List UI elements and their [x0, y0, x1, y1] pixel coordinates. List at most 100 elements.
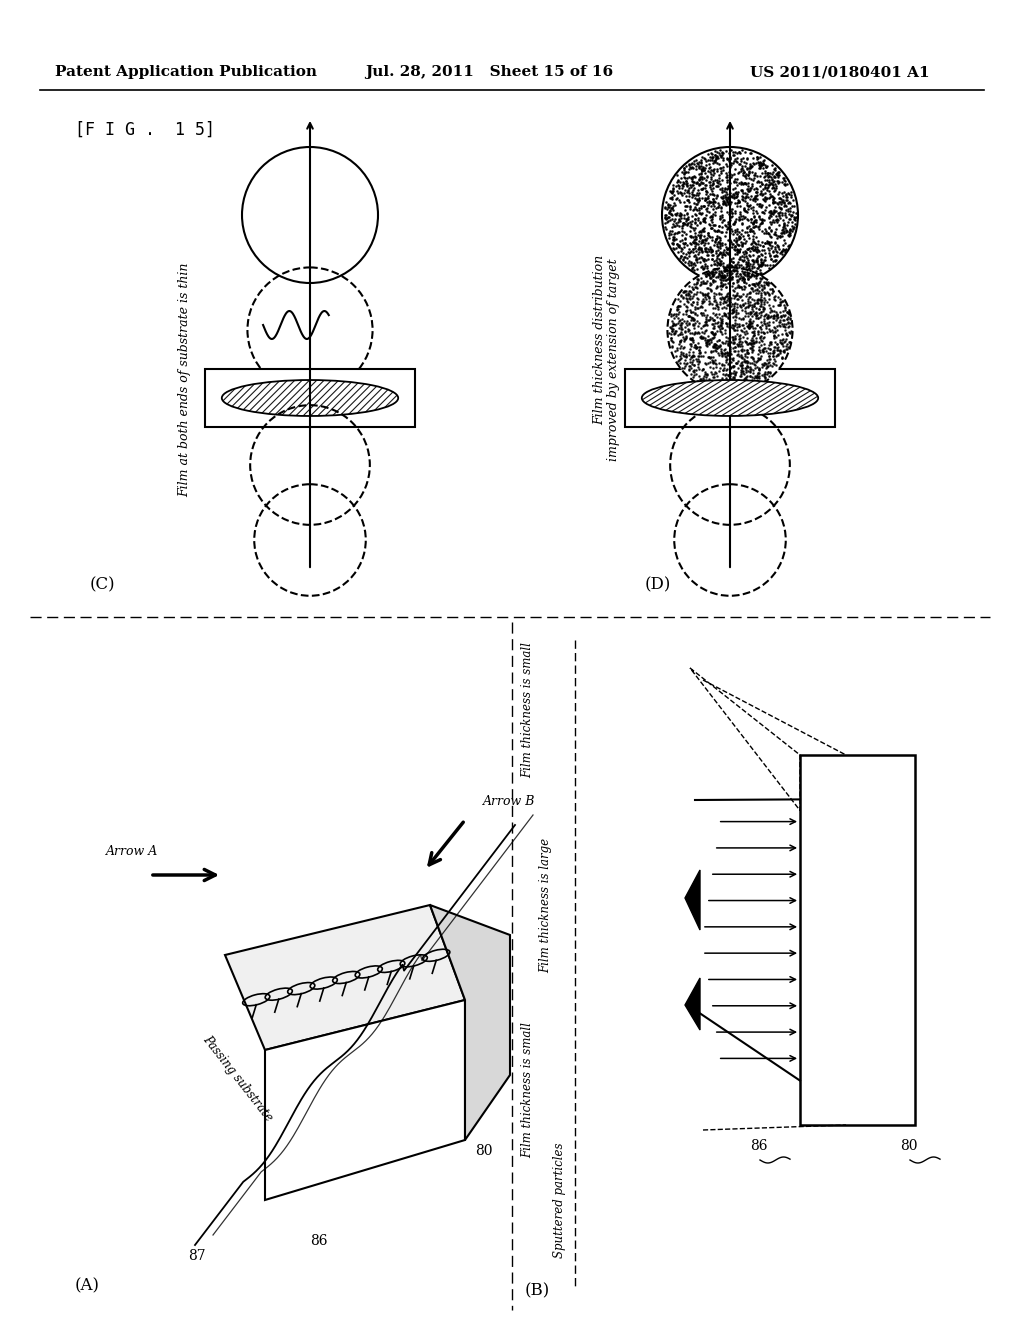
Point	[743, 277, 760, 298]
Point	[726, 367, 742, 388]
Point	[731, 355, 748, 376]
Point	[746, 302, 763, 323]
Point	[681, 153, 697, 174]
Point	[727, 305, 743, 326]
Point	[697, 309, 714, 330]
Point	[767, 173, 783, 194]
Point	[686, 166, 702, 187]
Point	[752, 306, 768, 327]
Point	[779, 220, 796, 242]
Point	[756, 166, 772, 187]
Point	[683, 177, 699, 198]
Point	[740, 238, 757, 259]
Point	[746, 296, 763, 317]
Point	[695, 271, 712, 292]
Point	[727, 285, 743, 306]
Point	[753, 312, 769, 333]
Point	[763, 220, 779, 242]
Point	[744, 176, 761, 197]
Point	[716, 297, 732, 318]
Point	[760, 338, 776, 359]
Point	[738, 231, 755, 252]
Point	[728, 183, 744, 205]
Point	[714, 317, 730, 338]
Point	[739, 342, 756, 363]
Point	[731, 228, 748, 249]
Point	[712, 379, 728, 400]
Point	[707, 339, 723, 360]
Point	[763, 300, 779, 321]
Point	[714, 265, 730, 286]
Text: (C): (C)	[90, 577, 116, 594]
Point	[726, 288, 742, 309]
Point	[683, 214, 699, 235]
Point	[762, 244, 778, 265]
Point	[749, 251, 765, 272]
Point	[680, 189, 696, 210]
Point	[658, 209, 675, 230]
Point	[686, 203, 702, 224]
Point	[700, 375, 717, 396]
Point	[758, 156, 774, 177]
Point	[749, 280, 765, 301]
Point	[767, 236, 783, 257]
Point	[670, 313, 686, 334]
Text: Film thickness distribution: Film thickness distribution	[594, 255, 606, 425]
Point	[727, 379, 743, 400]
Point	[714, 232, 730, 253]
Point	[725, 213, 741, 234]
Point	[750, 347, 766, 368]
Point	[746, 232, 763, 253]
Point	[767, 318, 783, 339]
Point	[739, 252, 756, 273]
Point	[765, 191, 781, 213]
Point	[776, 214, 793, 235]
Point	[778, 183, 795, 205]
Point	[725, 178, 741, 199]
Point	[713, 358, 729, 379]
Point	[701, 279, 718, 300]
Point	[705, 265, 721, 286]
Point	[745, 205, 762, 226]
Point	[683, 301, 699, 322]
Point	[709, 331, 725, 352]
Point	[675, 248, 691, 269]
Point	[730, 335, 746, 356]
Point	[780, 209, 797, 230]
Point	[732, 247, 749, 268]
Point	[718, 215, 734, 236]
Point	[777, 202, 794, 223]
Point	[761, 165, 777, 186]
Text: 86: 86	[310, 1234, 328, 1247]
Point	[707, 337, 723, 358]
Point	[758, 222, 774, 243]
Point	[743, 156, 760, 177]
Point	[768, 176, 784, 197]
Point	[770, 235, 786, 256]
Point	[706, 272, 722, 293]
Point	[734, 263, 751, 284]
Point	[740, 360, 757, 381]
Point	[741, 260, 758, 281]
Point	[714, 370, 730, 391]
Point	[692, 149, 709, 170]
Point	[745, 304, 762, 325]
Point	[685, 292, 701, 313]
Point	[702, 178, 719, 199]
Point	[666, 305, 682, 326]
Point	[705, 314, 721, 335]
Point	[727, 374, 743, 395]
Point	[722, 193, 738, 214]
Point	[732, 265, 749, 286]
Point	[724, 234, 740, 255]
Point	[771, 165, 787, 186]
Point	[687, 248, 703, 269]
Point	[770, 294, 786, 315]
Point	[719, 342, 735, 363]
Point	[729, 183, 745, 205]
Point	[676, 352, 692, 374]
Point	[756, 354, 772, 375]
Point	[689, 323, 706, 345]
Point	[741, 227, 758, 248]
Point	[712, 238, 728, 259]
